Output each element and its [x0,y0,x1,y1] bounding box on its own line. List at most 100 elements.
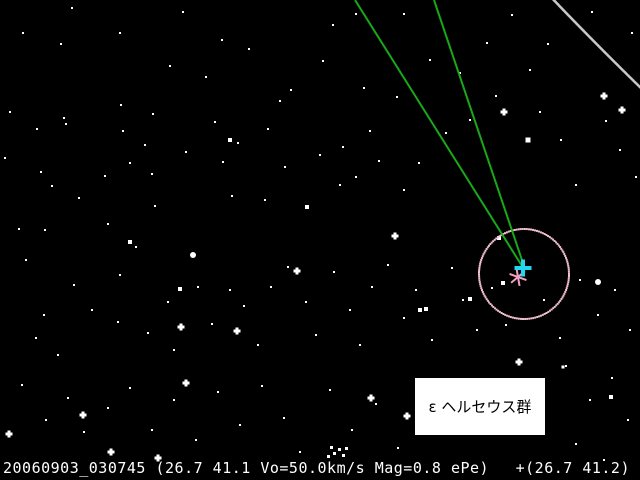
meteor-trail[interactable] [354,0,523,267]
star [44,229,46,231]
star [349,309,351,311]
star [631,32,633,34]
star [529,69,531,71]
radiant-cross-icon[interactable] [521,259,525,277]
star [501,281,505,285]
star [243,305,245,307]
star [178,287,182,291]
star [451,267,453,269]
star [45,419,47,421]
bright-star [109,448,113,456]
star [397,447,399,449]
star [627,419,629,421]
star [197,286,199,288]
star [248,48,250,50]
star [270,286,272,288]
star [63,117,65,119]
star [319,154,321,156]
star [167,301,169,303]
star-cluster [327,446,348,458]
radiant-label-box[interactable]: ε ヘルセウス群 [415,378,545,435]
star [431,339,433,341]
star [151,173,153,175]
star [429,59,431,61]
star [119,32,121,34]
star [543,299,545,301]
star [375,403,377,405]
star [228,138,232,142]
star [264,199,266,201]
star [462,299,464,301]
star [609,395,613,399]
star [119,274,121,276]
bright-star [602,92,606,100]
star [486,42,488,44]
star [257,344,259,346]
radiant-error-circle [478,228,570,320]
star [60,43,62,45]
star [25,259,27,261]
star [261,385,263,387]
star [342,146,344,148]
star [221,39,223,41]
star [339,184,341,186]
star [117,321,119,323]
star [195,439,197,441]
star [525,137,531,143]
star [495,95,497,97]
cluster-star [327,455,330,458]
star [18,228,20,230]
star [424,307,428,311]
bright-star [179,323,183,331]
star [591,11,593,13]
star [36,128,38,130]
star [185,151,187,153]
cluster-star [333,452,336,455]
star [122,130,124,132]
radiant-label-text: ε ヘルセウス群 [428,397,532,416]
star [154,205,156,207]
star [4,157,6,159]
bright-star [369,394,373,402]
meteor-trails [354,0,525,267]
star [40,171,42,173]
star [351,429,353,431]
star [418,162,420,164]
star [129,387,131,389]
star [332,24,334,26]
star [151,429,153,431]
star [565,365,567,367]
star [575,184,577,186]
star [359,344,361,346]
star [505,324,507,326]
status-bar: 20060903_030745 (26.7 41.1 Vo=50.0km/s M… [0,456,640,480]
bright-star [156,454,160,462]
star [35,337,37,339]
star [629,329,631,331]
star [415,289,417,291]
star [611,377,613,379]
star [322,60,324,62]
star [83,431,85,433]
star [491,287,493,289]
star [283,417,285,419]
star [173,349,175,351]
star [65,123,67,125]
star [57,354,59,356]
star [205,76,207,78]
star [169,65,171,67]
bright-star [184,379,188,387]
meteor-trail[interactable] [433,0,525,267]
star [267,128,269,130]
star [78,197,80,199]
star [560,139,562,141]
star [51,185,53,187]
bright-star [295,267,299,275]
star [459,72,461,74]
star [476,329,478,331]
star [190,252,196,258]
star [290,89,292,91]
star [229,289,231,291]
star [299,451,301,453]
